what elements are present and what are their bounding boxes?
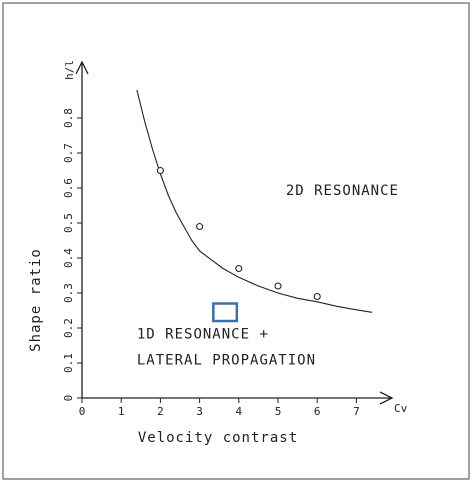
y-axis-label: Shape ratio xyxy=(28,248,44,352)
x-ticks: 0 1 2 3 4 5 6 7 xyxy=(79,398,360,418)
x-tick-label: 6 xyxy=(314,405,321,418)
x-axis-arrow xyxy=(379,391,394,405)
y-tick-label: 0.7 xyxy=(62,143,75,163)
y-tick-label: 0.1 xyxy=(62,353,75,373)
x-axis-label: Velocity contrast xyxy=(138,430,298,446)
region-label: LATERAL PROPAGATION xyxy=(137,353,316,369)
fit-curve xyxy=(136,89,373,313)
y-ticks: 0 0.1 0.2 0.3 0.4 0.5 0.6 0.7 0.8 xyxy=(62,108,82,401)
data-point xyxy=(156,166,164,175)
y-axis-arrow xyxy=(75,60,89,75)
x-tick-label: 4 xyxy=(235,405,242,418)
x-tick-label: 7 xyxy=(353,405,360,418)
y-tick-label: 0.6 xyxy=(62,178,75,198)
x-tick-label: 5 xyxy=(275,405,282,418)
data-point xyxy=(274,282,282,290)
figure-frame xyxy=(2,2,470,480)
region-label: 1D RESONANCE + xyxy=(137,327,269,343)
data-point xyxy=(313,292,321,301)
data-points xyxy=(156,166,321,301)
region-label: 2D RESONANCE xyxy=(286,183,399,199)
x-tick-label: 3 xyxy=(196,405,203,418)
y-tick-label: 0.5 xyxy=(62,213,75,233)
y-axis-unit: h/l xyxy=(63,60,76,80)
y-tick-label: 0.3 xyxy=(62,283,75,303)
x-tick-label: 2 xyxy=(157,405,164,418)
y-tick-label: 0.2 xyxy=(62,318,75,338)
highlight-box xyxy=(212,302,239,323)
x-axis-unit: Cv xyxy=(394,402,408,415)
y-tick-label: 0.4 xyxy=(62,248,75,268)
x-tick-label: 1 xyxy=(118,405,125,418)
y-tick-label: 0.8 xyxy=(62,108,75,128)
x-tick-label: 0 xyxy=(79,405,86,418)
data-point xyxy=(196,222,204,231)
data-point xyxy=(235,264,243,273)
y-tick-label: 0 xyxy=(62,395,75,402)
annotations: 2D RESONANCE 1D RESONANCE + LATERAL PROPAG… xyxy=(137,183,399,369)
